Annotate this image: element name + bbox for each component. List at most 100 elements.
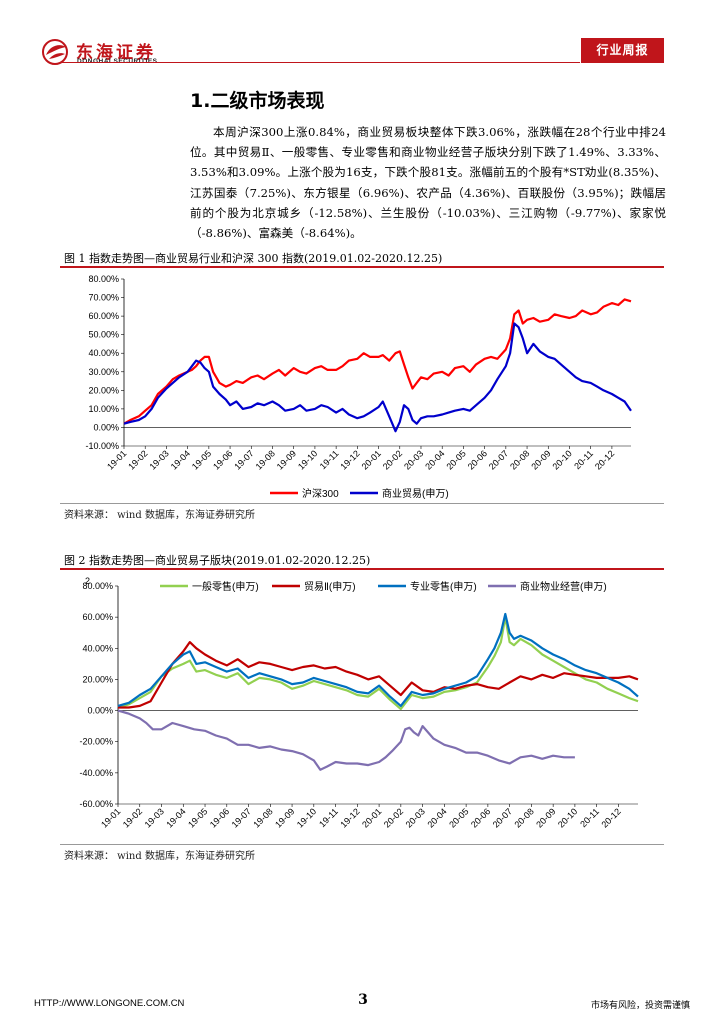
section-title: 1.二级市场表现	[190, 90, 325, 112]
x-tick-label: 19-09	[275, 448, 298, 471]
x-tick-label: 19-11	[317, 806, 340, 829]
y-tick-label: -10.00%	[85, 441, 119, 451]
figure2-bottom-rule	[60, 844, 664, 845]
x-tick-label: 19-01	[105, 448, 128, 471]
figure2-chart: 80.00% 60.00% 40.00% 20.00% 0.00% -20.00% -40.…	[79, 576, 639, 830]
y-tick-label: -60.00%	[79, 799, 113, 809]
x-tick-label: 19-02	[126, 448, 149, 471]
x-tick-label: 19-06	[208, 806, 231, 829]
x-tick-label: 20-10	[556, 806, 579, 829]
x-tick-label: 20-04	[425, 806, 448, 829]
x-tick-label: 20-03	[404, 806, 427, 829]
figure2-rule	[60, 568, 664, 570]
y-tick-label: 20.00%	[82, 674, 113, 684]
x-tick-label: 19-05	[190, 448, 213, 471]
series-line-1	[118, 640, 639, 709]
x-tick-label: 20-06	[469, 806, 492, 829]
x-tick-label: 19-12	[338, 448, 361, 471]
x-tick-label: 19-07	[232, 448, 255, 471]
y-tick-label: 40.00%	[82, 643, 113, 653]
series-line-3	[117, 709, 575, 771]
series-line-2	[117, 612, 639, 707]
report-type-badge: 行业周报	[581, 38, 664, 63]
series-line-1	[123, 322, 632, 433]
figure1-source: 资料来源： wind 数据库，东海证券研究所	[64, 510, 255, 521]
legend-label-0: 沪深300	[302, 487, 339, 500]
x-tick-label: 20-05	[447, 806, 470, 829]
figure1-bottom-rule	[60, 503, 664, 504]
x-tick-label: 20-01	[360, 806, 383, 829]
legend-label-3: 商业物业经营(申万)	[520, 580, 607, 593]
x-tick-label: 19-07	[230, 806, 253, 829]
x-tick-label: 19-08	[254, 448, 277, 471]
x-tick-label: 20-09	[534, 806, 557, 829]
logo-en-text: DONGHAI SECURITIES	[77, 58, 158, 65]
y-tick-label: 80.00%	[82, 581, 113, 591]
series-line-0	[117, 615, 639, 711]
y-tick-label: 0.00%	[93, 422, 119, 432]
x-tick-label: 20-10	[551, 448, 574, 471]
x-tick-label: 19-05	[186, 806, 209, 829]
legend-label-2: 专业零售(申万)	[410, 580, 477, 593]
x-tick-label: 20-04	[423, 448, 446, 471]
x-tick-label: 20-11	[572, 448, 595, 471]
x-tick-label: 20-08	[508, 448, 531, 471]
y-tick-label: -20.00%	[79, 737, 113, 747]
x-tick-label: 19-09	[273, 806, 296, 829]
x-tick-label: 19-03	[143, 806, 166, 829]
x-tick-label: 20-05	[444, 448, 467, 471]
header-divider	[60, 62, 580, 63]
x-tick-label: 19-12	[338, 806, 361, 829]
page-number: 3	[358, 992, 368, 1008]
x-tick-label: 19-04	[169, 448, 192, 471]
x-tick-label: 19-10	[295, 806, 318, 829]
section-paragraph: 本周沪深300上涨0.84%，商业贸易板块整体下跌3.06%，涨跌幅在28个行业…	[190, 125, 666, 241]
x-tick-label: 20-02	[382, 806, 405, 829]
x-tick-label: 20-12	[599, 806, 622, 829]
x-tick-label: 20-08	[512, 806, 535, 829]
figure1-chart: 80.00% 70.00% 60.00% 50.00% 40.00% 30.00% 20.0…	[85, 274, 632, 500]
x-tick-label: 20-06	[466, 448, 489, 471]
figure2-source: 资料来源： wind 数据库，东海证券研究所	[64, 851, 255, 862]
y-tick-label: 10.00%	[88, 404, 119, 414]
company-logo: 东海证券 DONGHAI SECURITIES	[40, 37, 180, 67]
x-tick-label: 19-06	[211, 448, 234, 471]
figure1-rule	[60, 266, 664, 268]
x-tick-label: 19-01	[99, 806, 122, 829]
y-axis-tick-extra: 2	[85, 576, 90, 586]
y-tick-label: 0.00%	[87, 706, 113, 716]
x-tick-label: 20-03	[402, 448, 425, 471]
logo-mark-icon	[42, 39, 68, 65]
x-tick-label: 20-07	[487, 448, 510, 471]
y-tick-label: 60.00%	[88, 311, 119, 321]
y-tick-label: 80.00%	[88, 274, 119, 284]
x-tick-label: 19-10	[296, 448, 319, 471]
y-tick-label: -40.00%	[79, 768, 113, 778]
y-tick-label: 70.00%	[88, 293, 119, 303]
x-tick-label: 19-04	[164, 806, 187, 829]
legend-label-1: 商业贸易(申万)	[382, 487, 449, 500]
legend-label-1: 贸易Ⅱ(申万)	[304, 580, 356, 593]
figure2-title: 图 2 指数走势图—商业贸易子版块(2019.01.02-2020.12.25)	[64, 554, 371, 567]
footer-url: HTTP://WWW.LONGONE.COM.CN	[34, 998, 185, 1009]
x-tick-label: 20-09	[529, 448, 552, 471]
x-tick-label: 20-02	[381, 448, 404, 471]
figure1-title: 图 1 指数走势图—商业贸易行业和沪深 300 指数(2019.01.02-20…	[64, 252, 443, 265]
x-tick-label: 20-11	[578, 806, 601, 829]
y-tick-label: 60.00%	[82, 612, 113, 622]
x-tick-label: 20-12	[593, 448, 616, 471]
series-line-0	[123, 298, 632, 425]
x-tick-label: 19-03	[147, 448, 170, 471]
y-tick-label: 20.00%	[88, 385, 119, 395]
y-tick-label: 50.00%	[88, 330, 119, 340]
legend-label-0: 一般零售(申万)	[192, 580, 259, 593]
y-tick-label: 40.00%	[88, 348, 119, 358]
y-tick-label: 30.00%	[88, 367, 119, 377]
x-tick-label: 19-02	[121, 806, 144, 829]
x-tick-label: 19-08	[251, 806, 274, 829]
x-tick-label: 20-07	[491, 806, 514, 829]
logo-cn-text: 东海证券	[76, 43, 156, 63]
x-tick-label: 20-01	[360, 448, 383, 471]
x-tick-label: 19-11	[318, 448, 341, 471]
footer-risk-note: 市场有风险，投资需谨慎	[590, 1001, 690, 1011]
